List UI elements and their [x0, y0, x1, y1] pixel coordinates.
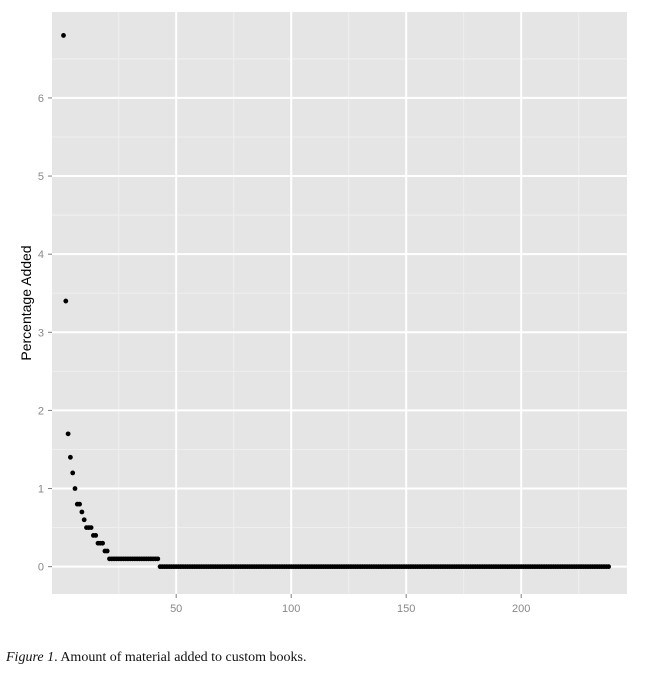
- data-points: [61, 33, 611, 570]
- data-point: [70, 470, 76, 476]
- data-point: [63, 298, 69, 304]
- y-tick-label: 0: [38, 562, 44, 574]
- figure-caption: Figure 1. Amount of material added to cu…: [6, 650, 306, 666]
- data-point: [104, 548, 110, 554]
- data-point: [77, 501, 82, 507]
- data-point: [65, 431, 71, 437]
- y-tick-label: 3: [38, 327, 44, 339]
- data-point: [88, 525, 94, 530]
- data-point: [61, 33, 66, 38]
- data-point: [79, 509, 85, 515]
- axis-ticks: 50 100 150 200 0 1 2 3 4 5 6: [38, 93, 531, 615]
- data-point: [93, 533, 99, 538]
- caption-text: . Amount of material added to custom boo…: [54, 650, 307, 665]
- y-tick-label: 4: [38, 249, 44, 261]
- data-point: [68, 454, 73, 460]
- x-tick-label: 100: [282, 603, 300, 615]
- data-point: [72, 486, 78, 491]
- data-point: [155, 556, 161, 562]
- data-point: [606, 564, 611, 570]
- y-axis-label: Percentage Added: [18, 245, 34, 360]
- y-tick-label: 5: [38, 171, 44, 183]
- y-tick-label: 1: [38, 484, 44, 496]
- data-point: [81, 517, 87, 523]
- scatter-chart: 50 100 150 200 0 1 2 3 4 5 6 Percentage Added: [18, 12, 627, 615]
- data-point: [100, 540, 105, 546]
- x-tick-label: 150: [397, 603, 415, 615]
- minor-gridlines: [52, 12, 627, 594]
- y-tick-label: 2: [38, 405, 44, 417]
- x-tick-label: 50: [170, 603, 182, 615]
- caption-label: Figure 1: [6, 650, 55, 665]
- x-tick-label: 200: [512, 603, 530, 615]
- y-tick-label: 6: [38, 93, 44, 105]
- plot-panel: [52, 12, 627, 594]
